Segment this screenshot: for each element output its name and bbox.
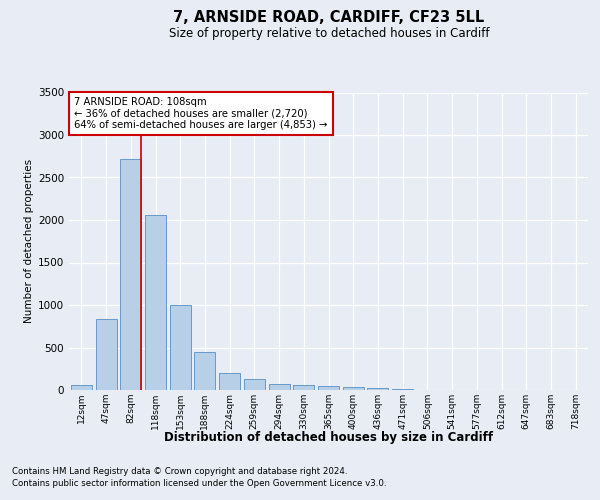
Text: 7 ARNSIDE ROAD: 108sqm
← 36% of detached houses are smaller (2,720)
64% of semi-: 7 ARNSIDE ROAD: 108sqm ← 36% of detached… bbox=[74, 97, 328, 130]
Bar bbox=[343, 388, 364, 390]
Y-axis label: Number of detached properties: Number of detached properties bbox=[24, 159, 34, 324]
Bar bbox=[293, 385, 314, 390]
Bar bbox=[170, 305, 191, 390]
Bar bbox=[392, 389, 413, 390]
Bar bbox=[367, 388, 388, 390]
Bar bbox=[95, 318, 116, 390]
Bar bbox=[269, 384, 290, 390]
Text: Contains HM Land Registry data © Crown copyright and database right 2024.: Contains HM Land Registry data © Crown c… bbox=[12, 468, 347, 476]
Bar bbox=[145, 215, 166, 390]
Bar bbox=[244, 379, 265, 390]
Bar bbox=[318, 386, 339, 390]
Bar bbox=[120, 159, 141, 390]
Text: 7, ARNSIDE ROAD, CARDIFF, CF23 5LL: 7, ARNSIDE ROAD, CARDIFF, CF23 5LL bbox=[173, 10, 484, 25]
Bar bbox=[219, 373, 240, 390]
Text: Distribution of detached houses by size in Cardiff: Distribution of detached houses by size … bbox=[164, 431, 493, 444]
Bar bbox=[194, 352, 215, 390]
Bar bbox=[71, 385, 92, 390]
Text: Contains public sector information licensed under the Open Government Licence v3: Contains public sector information licen… bbox=[12, 479, 386, 488]
Text: Size of property relative to detached houses in Cardiff: Size of property relative to detached ho… bbox=[169, 27, 489, 40]
